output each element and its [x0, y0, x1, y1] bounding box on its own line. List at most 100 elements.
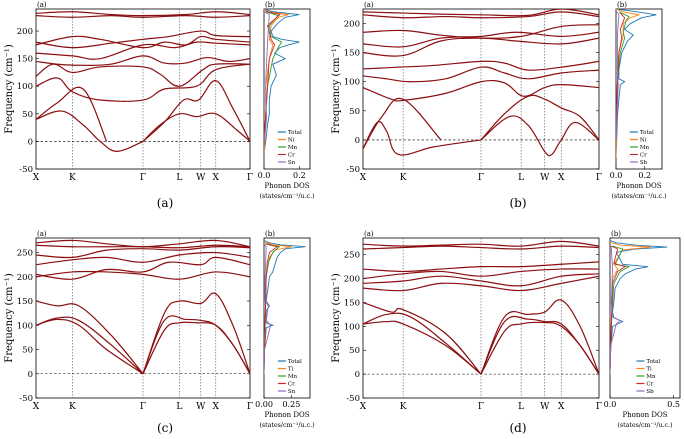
dos-x-axis-label: Phonon DOS — [264, 182, 309, 190]
y-axis-label: Frequency (cm⁻¹) — [4, 273, 15, 363]
kpoint-label: W — [540, 402, 550, 412]
kpoint-label: K — [69, 173, 76, 183]
phonon-branch-8 — [36, 41, 250, 60]
band-corner-label: (a) — [364, 1, 374, 9]
y-tick-label: 100 — [344, 322, 360, 332]
panel-caption: (b) — [509, 196, 526, 210]
phonon-branch-4 — [142, 80, 250, 142]
kpoint-label: Γ — [140, 173, 146, 183]
phonon-branch-7 — [36, 55, 250, 66]
phonon-branch-12 — [36, 11, 250, 17]
y-tick-label: 200 — [17, 273, 33, 283]
legend-label: Total — [640, 130, 654, 136]
dos-units-label: (states/cm⁻¹/u.c.) — [611, 193, 666, 200]
phonon-branch-10 — [36, 246, 250, 259]
dos-curve-cr — [610, 245, 627, 375]
y-tick-label: 50 — [22, 346, 33, 356]
dos-x-tick-label: 0.0 — [258, 171, 271, 180]
kpoint-label: X — [360, 173, 367, 183]
kpoint-label: X — [33, 402, 40, 412]
phonon-branch-5 — [142, 315, 250, 375]
phonon-branch-12 — [363, 240, 599, 247]
phonon-branch-12 — [36, 239, 250, 248]
y-tick-label: 50 — [349, 346, 360, 356]
phonon-branch-6 — [363, 66, 599, 83]
legend-label: Cr — [288, 153, 295, 159]
y-tick-label: 0 — [355, 370, 360, 380]
y-tick-label: -50 — [19, 165, 33, 175]
y-axis-label: Frequency (cm⁻¹) — [331, 44, 342, 134]
dos-x-axis-label: Phonon DOS — [616, 182, 661, 190]
legend-label: Ni — [288, 138, 295, 144]
phonon-branch-2 — [363, 312, 482, 375]
kpoint-label: W — [196, 173, 206, 183]
kpoint-label: W — [196, 402, 206, 412]
dos-curve-sb — [610, 244, 621, 375]
phonon-branch-7 — [363, 275, 599, 292]
dos-x-tick-label: 0.0 — [604, 400, 617, 409]
dos-x-tick-label: 0.25 — [282, 400, 300, 409]
phonon-branch-8 — [363, 273, 599, 287]
y-tick-label: -50 — [346, 394, 360, 404]
dos-curve-sn — [264, 11, 270, 142]
kpoint-label: X — [360, 402, 367, 412]
dos-x-tick-label: 0.00 — [255, 400, 273, 409]
kpoint-label: K — [69, 402, 76, 412]
y-tick-label: 100 — [344, 78, 360, 88]
y-tick-label: 50 — [22, 110, 33, 120]
y-tick-label: 100 — [17, 82, 33, 92]
y-tick-label: 150 — [17, 297, 33, 307]
y-tick-label: -50 — [19, 394, 33, 404]
band-series-group — [36, 11, 250, 152]
dos-curve-cr — [616, 12, 626, 140]
y-tick-label: 50 — [349, 107, 360, 117]
legend-label: Cr — [640, 153, 647, 159]
kpoint-label: L — [176, 402, 182, 412]
kpoint-label: Γ — [140, 402, 146, 412]
phonon-branch-5 — [480, 315, 599, 375]
legend-label: Sb — [646, 389, 654, 395]
dos-corner-label: (b) — [265, 1, 275, 9]
dos-frame — [615, 8, 663, 170]
phonon-branch-9 — [363, 31, 599, 48]
dos-x-axis-label: Phonon DOS — [622, 411, 667, 419]
phonon-branch-6 — [36, 63, 250, 87]
y-tick-label: 200 — [344, 20, 360, 30]
phonon-branch-2 — [36, 316, 144, 375]
dos-units-label: (states/cm⁻¹/u.c.) — [259, 193, 314, 200]
panel-caption: (a) — [157, 196, 174, 210]
kpoint-label: W — [540, 173, 550, 183]
dos-corner-label: (b) — [265, 230, 275, 238]
y-tick-label: 0 — [355, 136, 360, 146]
dos-frame — [263, 8, 311, 170]
phonon-branch-2 — [36, 86, 108, 142]
phonon-branch-9 — [36, 251, 250, 266]
phonon-branch-12 — [363, 9, 599, 17]
dos-units-label: (states/cm⁻¹/u.c.) — [617, 422, 672, 429]
legend-label: Total — [288, 359, 302, 365]
kpoint-label: L — [176, 173, 182, 183]
phonon-branch-3 — [142, 112, 250, 142]
y-axis-label: Frequency (cm⁻¹) — [331, 273, 342, 363]
phonon-branch-3 — [36, 300, 144, 375]
phonon-branch-11 — [363, 245, 599, 250]
dos-curve-total — [264, 240, 306, 374]
dos-corner-label: (b) — [617, 1, 627, 9]
band-series-group — [363, 240, 599, 375]
y-tick-label: 250 — [344, 251, 360, 261]
dos-curve-total — [264, 9, 300, 153]
y-tick-label: 200 — [344, 275, 360, 285]
kpoint-label: Γ — [596, 402, 602, 412]
y-tick-label: 0 — [28, 137, 33, 147]
dos-x-tick-label: 0.5 — [667, 400, 680, 409]
legend-label: Cr — [288, 382, 295, 388]
kpoint-label: X — [558, 402, 565, 412]
kpoint-label: Γ — [247, 402, 253, 412]
legend-label: Total — [646, 359, 660, 365]
kpoint-label: Γ — [596, 173, 602, 183]
dos-curve-cr — [264, 243, 279, 374]
legend-label: Mn — [646, 374, 656, 380]
